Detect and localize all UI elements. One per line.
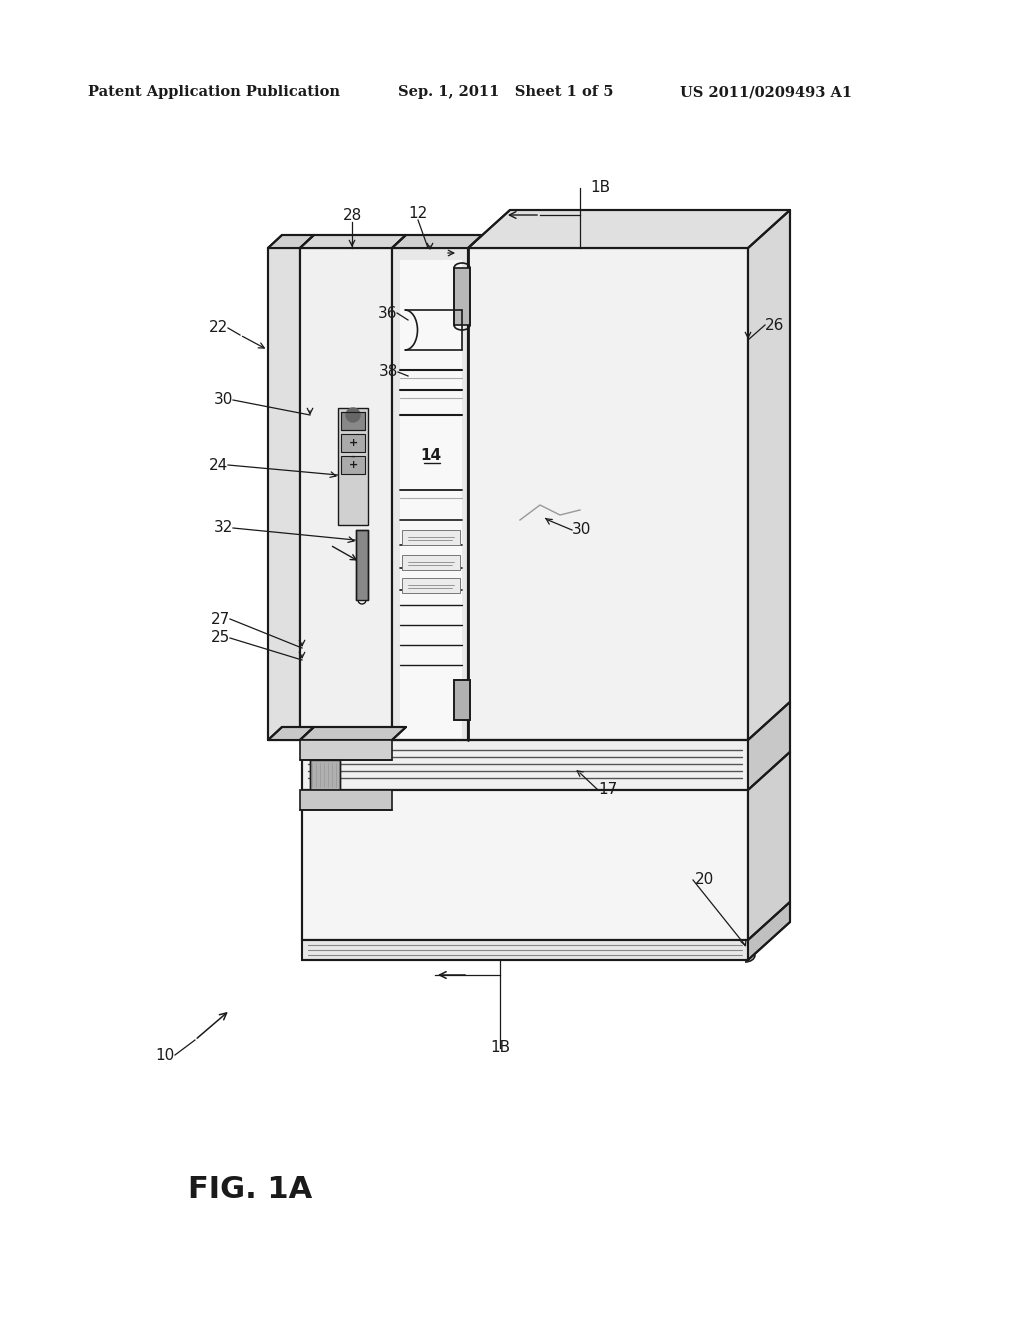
Polygon shape — [341, 412, 365, 430]
Polygon shape — [302, 741, 748, 789]
Polygon shape — [468, 248, 748, 741]
Text: 38: 38 — [379, 364, 398, 380]
Circle shape — [346, 408, 360, 422]
Polygon shape — [302, 789, 748, 940]
Polygon shape — [400, 260, 462, 738]
Polygon shape — [402, 531, 460, 545]
Text: 28: 28 — [342, 207, 361, 223]
Text: 17: 17 — [598, 783, 617, 797]
Polygon shape — [300, 235, 406, 248]
Text: +: + — [348, 438, 357, 447]
Polygon shape — [300, 741, 392, 760]
Text: -: - — [350, 451, 355, 462]
Text: 27: 27 — [211, 611, 230, 627]
Polygon shape — [268, 235, 314, 248]
Text: 32: 32 — [214, 520, 233, 536]
Polygon shape — [468, 210, 790, 248]
Polygon shape — [268, 248, 300, 741]
Text: 22: 22 — [209, 321, 228, 335]
Text: 14: 14 — [421, 447, 441, 462]
Polygon shape — [300, 248, 392, 741]
Polygon shape — [300, 727, 406, 741]
Polygon shape — [302, 940, 748, 960]
Polygon shape — [356, 531, 368, 601]
Text: 26: 26 — [765, 318, 784, 333]
Text: 30: 30 — [214, 392, 233, 408]
Text: Patent Application Publication: Patent Application Publication — [88, 84, 340, 99]
Polygon shape — [338, 408, 368, 525]
Text: 1B: 1B — [590, 181, 610, 195]
Polygon shape — [392, 235, 482, 248]
Text: 24: 24 — [209, 458, 228, 473]
Text: 36: 36 — [378, 305, 397, 321]
Text: FIG. 1A: FIG. 1A — [187, 1176, 312, 1204]
Polygon shape — [454, 680, 470, 719]
Polygon shape — [748, 902, 790, 960]
Polygon shape — [310, 760, 340, 789]
Polygon shape — [402, 578, 460, 593]
Text: 1B: 1B — [489, 1040, 510, 1055]
Polygon shape — [748, 752, 790, 940]
Polygon shape — [268, 727, 314, 741]
Polygon shape — [748, 702, 790, 789]
Polygon shape — [341, 434, 365, 451]
Polygon shape — [454, 268, 470, 325]
Polygon shape — [748, 210, 790, 741]
Text: 25: 25 — [211, 631, 230, 645]
Text: 10: 10 — [156, 1048, 175, 1063]
Text: 30: 30 — [572, 523, 592, 537]
Text: Sep. 1, 2011   Sheet 1 of 5: Sep. 1, 2011 Sheet 1 of 5 — [398, 84, 613, 99]
Polygon shape — [341, 455, 365, 474]
Text: +: + — [348, 459, 357, 470]
Text: 20: 20 — [695, 873, 715, 887]
Text: 12: 12 — [409, 206, 428, 220]
Polygon shape — [392, 248, 468, 741]
Polygon shape — [402, 554, 460, 570]
Polygon shape — [300, 789, 392, 810]
Text: US 2011/0209493 A1: US 2011/0209493 A1 — [680, 84, 852, 99]
